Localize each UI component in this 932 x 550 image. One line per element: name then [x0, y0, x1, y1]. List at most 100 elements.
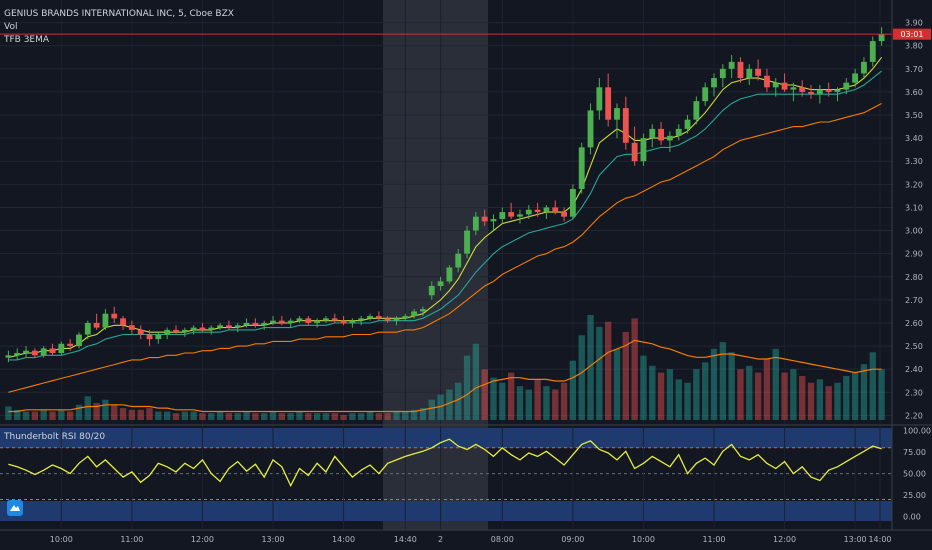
volume-bar — [781, 372, 788, 420]
candle — [605, 73, 612, 127]
candle — [23, 346, 29, 358]
volume-bar — [772, 348, 779, 420]
candle — [128, 320, 135, 335]
time-axis[interactable]: 10:00 11:00 12:00 13:00 14:00 14:40 2 08:00 09:0… — [50, 535, 892, 544]
volume-bars — [5, 315, 885, 420]
time-tick-label: 11:00 — [702, 535, 725, 544]
candle — [772, 78, 779, 97]
time-tick-label: 14:40 — [394, 535, 417, 544]
candle — [869, 36, 876, 67]
candle — [861, 57, 867, 79]
volume-bar — [569, 360, 577, 420]
volume-bar — [860, 364, 868, 420]
volume-bar — [834, 382, 841, 420]
price-axis[interactable]: 2.20 2.30 2.40 2.50 2.60 2.70 2.80 2.90 3.00 3.10… — [905, 19, 923, 421]
volume-bar — [604, 321, 612, 420]
time-tick-label: 14:00 — [332, 535, 355, 544]
candle — [525, 205, 532, 219]
time-tick-label: 2 — [438, 535, 443, 544]
volume-bar — [622, 331, 629, 420]
candle — [58, 341, 65, 356]
candle — [67, 339, 74, 351]
volume-bar — [216, 411, 224, 420]
volume-bar — [455, 382, 462, 420]
price-tick-label: 2.30 — [905, 388, 923, 397]
candle — [719, 64, 726, 88]
volume-bar — [525, 389, 532, 420]
price-tick-label: 2.20 — [905, 411, 923, 420]
candle — [437, 276, 444, 291]
candle — [208, 325, 215, 335]
rsi-axis[interactable]: 0.00 25.00 50.00 75.00 100.00 — [903, 427, 931, 522]
candle — [420, 306, 426, 317]
candle — [746, 64, 753, 85]
time-tick-label: 11:00 — [120, 535, 143, 544]
candle — [649, 124, 656, 148]
volume-bar — [181, 411, 188, 420]
volume-bar — [410, 409, 418, 420]
candle — [243, 318, 250, 328]
volume-bar — [763, 359, 771, 420]
candle — [684, 115, 691, 134]
volume-bar — [66, 411, 74, 420]
candle — [764, 68, 770, 92]
price-tick-label: 2.90 — [905, 250, 923, 259]
candle — [472, 212, 479, 236]
candle — [631, 126, 638, 166]
volume-bar — [869, 352, 876, 420]
time-tick-label: 10:00 — [632, 535, 655, 544]
rsi-tick-label: 75.00 — [903, 448, 926, 457]
candle — [658, 121, 665, 146]
volume-bar — [84, 396, 91, 420]
time-tick-label: 10:00 — [50, 535, 73, 544]
candle — [552, 200, 559, 215]
volume-bar — [490, 377, 497, 420]
volume-bar — [419, 408, 427, 420]
volume-bar — [199, 413, 206, 420]
candle — [711, 73, 717, 97]
time-tick-label: 12:00 — [773, 535, 796, 544]
rsi-tick-label: 0.00 — [903, 513, 921, 522]
volume-bar — [243, 411, 250, 420]
volume-bar — [799, 375, 806, 420]
volume-bar — [816, 379, 824, 420]
volume-bar — [393, 411, 400, 420]
candle — [375, 311, 382, 321]
volume-bar — [163, 411, 171, 420]
volume-bar — [119, 408, 127, 420]
candle — [93, 313, 100, 330]
volume-bar — [710, 348, 718, 420]
candle — [40, 346, 47, 358]
volume-indicator-label[interactable]: Vol — [4, 22, 18, 32]
ema-mid-line — [8, 70, 882, 361]
candle — [278, 316, 285, 326]
candle — [323, 316, 329, 323]
volume-bar — [93, 403, 100, 420]
ema-indicator-label[interactable]: TFB 3EMA — [4, 35, 50, 45]
volume-bar — [305, 413, 312, 420]
candle — [217, 322, 224, 330]
candle — [640, 133, 647, 166]
candle — [49, 343, 56, 356]
price-tick-label: 3.70 — [905, 65, 923, 74]
volume-bar — [58, 409, 65, 420]
candle — [587, 103, 594, 155]
volume-bar — [596, 326, 603, 420]
volume-ma-line — [8, 339, 882, 413]
volume-bar — [5, 406, 12, 420]
candle — [384, 316, 391, 323]
candle — [781, 73, 788, 92]
candle — [31, 348, 38, 358]
candle — [411, 309, 418, 319]
rsi-indicator-label[interactable]: Thunderbolt RSI 80/20 — [4, 432, 106, 442]
volume-bar — [499, 382, 506, 420]
symbol-title[interactable]: GENIUS BRANDS INTERNATIONAL INC, 5, Cboe… — [4, 9, 234, 19]
volume-bar — [825, 386, 832, 420]
price-tick-label: 2.40 — [905, 365, 923, 374]
candle — [393, 316, 400, 326]
tradingview-logo-icon[interactable] — [7, 500, 23, 516]
price-tick-label: 2.80 — [905, 273, 923, 282]
candle — [843, 78, 850, 95]
candle — [270, 316, 276, 326]
